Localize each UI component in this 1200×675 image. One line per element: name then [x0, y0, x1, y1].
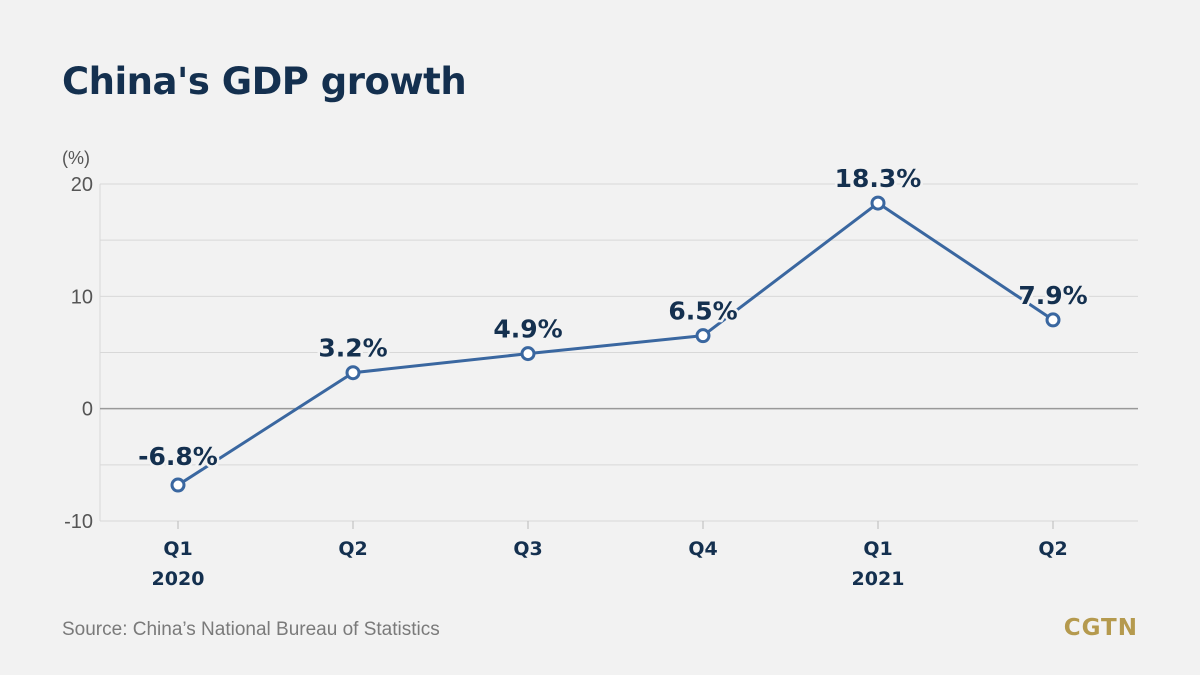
y-tick-label: 10: [71, 286, 93, 308]
chart-title: China's GDP growth: [62, 60, 467, 103]
x-tick-label: Q3: [513, 538, 542, 560]
grid-lines: [100, 183, 1138, 466]
data-label: 7.9%: [1018, 281, 1087, 310]
source-note: Source: China’s National Bureau of Stati…: [62, 619, 440, 640]
data-label: 4.9%: [493, 315, 562, 344]
y-tick-label: -10: [64, 511, 93, 533]
axes: [99, 184, 1138, 529]
data-labels: -6.8% 3.2% 4.9% 6.5% 18.3% 7.9%: [136, 162, 1091, 474]
x-tick-label: Q1: [863, 538, 892, 560]
data-point: [345, 365, 361, 381]
data-point: [695, 328, 711, 344]
data-point: [520, 346, 536, 362]
y-tick-label: 20: [71, 174, 93, 196]
data-point: [170, 477, 186, 493]
x-tick-year-label: 2020: [152, 568, 205, 590]
series-line: [177, 201, 1054, 487]
x-tick-label: Q4: [688, 538, 717, 560]
y-tick-labels: 20 10 0 -10: [64, 174, 93, 533]
cgtn-logo: CGTN: [1063, 615, 1138, 641]
x-tick-label: Q2: [338, 538, 367, 560]
x-tick-year-label: 2021: [852, 568, 905, 590]
data-label: 6.5%: [668, 297, 737, 326]
y-tick-label: 0: [82, 399, 93, 421]
data-label: 3.2%: [318, 334, 387, 363]
y-axis-unit-label: (%): [62, 148, 90, 168]
data-label: -6.8%: [138, 442, 218, 471]
data-point: [1045, 312, 1061, 328]
data-label: 18.3%: [835, 164, 922, 193]
data-point: [870, 195, 886, 211]
x-tick-labels: Q1 2020 Q2 Q3 Q4 Q1 2021 Q2: [152, 538, 1068, 590]
x-tick-label: Q1: [163, 538, 192, 560]
x-tick-label: Q2: [1038, 538, 1067, 560]
gdp-series: [170, 195, 1061, 493]
